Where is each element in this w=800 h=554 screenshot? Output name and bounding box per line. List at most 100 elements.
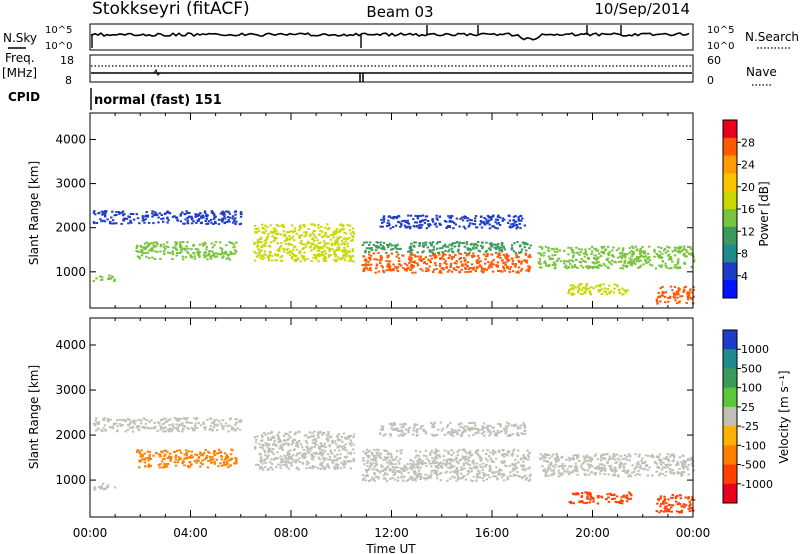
echo-cell: [299, 451, 302, 454]
echo-cell: [349, 439, 352, 442]
echo-cell: [666, 466, 670, 468]
echo-cell: [400, 449, 403, 452]
echo-cell: [517, 219, 520, 222]
echo-cell: [311, 242, 314, 245]
echo-cell: [215, 255, 219, 258]
echo-cell: [310, 249, 313, 252]
echo-cell: [428, 250, 432, 253]
echo-cell: [643, 462, 646, 465]
echo-cell: [516, 270, 520, 273]
echo-cell: [352, 448, 355, 451]
echo-cell: [492, 475, 495, 478]
echo-cell: [278, 447, 281, 450]
echo-cell: [393, 478, 397, 481]
echo-cell: [579, 251, 582, 254]
echo-cell: [600, 288, 604, 291]
echo-cell: [424, 449, 428, 452]
echo-cell: [335, 242, 338, 245]
echo-cell: [561, 467, 565, 469]
echo-cell: [283, 240, 287, 242]
echo-cell: [630, 255, 633, 258]
echo-cell: [529, 473, 532, 476]
echo-cell: [511, 244, 514, 247]
echo-cell: [256, 245, 259, 248]
echo-cell: [464, 458, 467, 461]
echo-cell: [552, 261, 556, 264]
echo-cell: [256, 435, 259, 438]
echo-cell: [381, 221, 384, 224]
echo-cell: [313, 430, 316, 433]
echo-cell: [628, 459, 631, 462]
echo-cell: [679, 497, 682, 500]
echo-cell: [379, 428, 383, 431]
echo-cell: [537, 261, 540, 264]
echo-cell: [208, 451, 211, 454]
echo-cell: [280, 259, 283, 262]
echo-cell: [102, 211, 105, 214]
echo-cell: [388, 459, 391, 462]
echo-cell: [457, 423, 461, 426]
echo-cell: [512, 474, 515, 477]
echo-cell: [334, 253, 337, 256]
echo-cell: [334, 232, 338, 235]
echo-cell: [503, 455, 506, 458]
echo-cell: [161, 220, 165, 223]
echo-cell: [522, 454, 525, 457]
power-ylabel: Slant Range [km]: [27, 161, 41, 265]
echo-cell: [677, 258, 680, 261]
echo-cell: [386, 222, 389, 225]
echo-cell: [339, 257, 343, 260]
echo-region: [361, 240, 532, 254]
echo-cell: [226, 210, 230, 213]
echo-cell: [612, 494, 615, 497]
echo-cell: [224, 210, 228, 213]
echo-cell: [656, 302, 659, 305]
echo-cell: [445, 245, 448, 248]
echo-cell: [311, 432, 314, 435]
echo-cell: [346, 451, 350, 454]
echo-cell: [300, 243, 304, 245]
echo-cell: [310, 223, 313, 226]
echo-cell: [468, 247, 472, 250]
echo-cell: [153, 211, 157, 214]
echo-cell: [459, 256, 462, 259]
echo-cell: [310, 453, 314, 456]
echo-cell: [643, 252, 647, 255]
echo-cell: [283, 235, 287, 238]
echo-cell: [608, 292, 611, 295]
echo-cell: [642, 263, 645, 266]
echo-cell: [411, 264, 415, 267]
echo-cell: [111, 219, 115, 222]
echo-cell: [456, 470, 460, 473]
echo-cell: [286, 247, 290, 250]
echo-cell: [430, 433, 434, 436]
echo-cell: [642, 468, 645, 471]
echo-cell: [333, 252, 336, 255]
echo-cell: [255, 463, 258, 466]
echo-cell: [404, 262, 407, 265]
echo-cell: [213, 450, 216, 453]
echo-cell: [568, 465, 571, 468]
echo-cell: [576, 454, 579, 457]
echo-cell: [659, 497, 662, 500]
echo-cell: [506, 258, 509, 261]
echo-cell: [625, 289, 628, 292]
echo-cell: [489, 248, 492, 251]
echo-cell: [275, 223, 278, 226]
echo-cell: [641, 461, 644, 464]
echo-cell: [458, 258, 461, 260]
echo-cell: [306, 450, 309, 453]
echo-cell: [617, 501, 620, 504]
echo-cell: [300, 234, 304, 237]
echo-cell: [553, 457, 557, 460]
echo-cell: [285, 248, 288, 251]
echo-cell: [524, 252, 527, 255]
echo-cell: [669, 295, 672, 298]
echo-cell: [427, 258, 430, 261]
echo-cell: [272, 227, 276, 230]
echo-cell: [415, 465, 419, 468]
echo-cell: [468, 422, 471, 425]
echo-cell: [272, 443, 275, 446]
echo-cell: [171, 250, 174, 253]
